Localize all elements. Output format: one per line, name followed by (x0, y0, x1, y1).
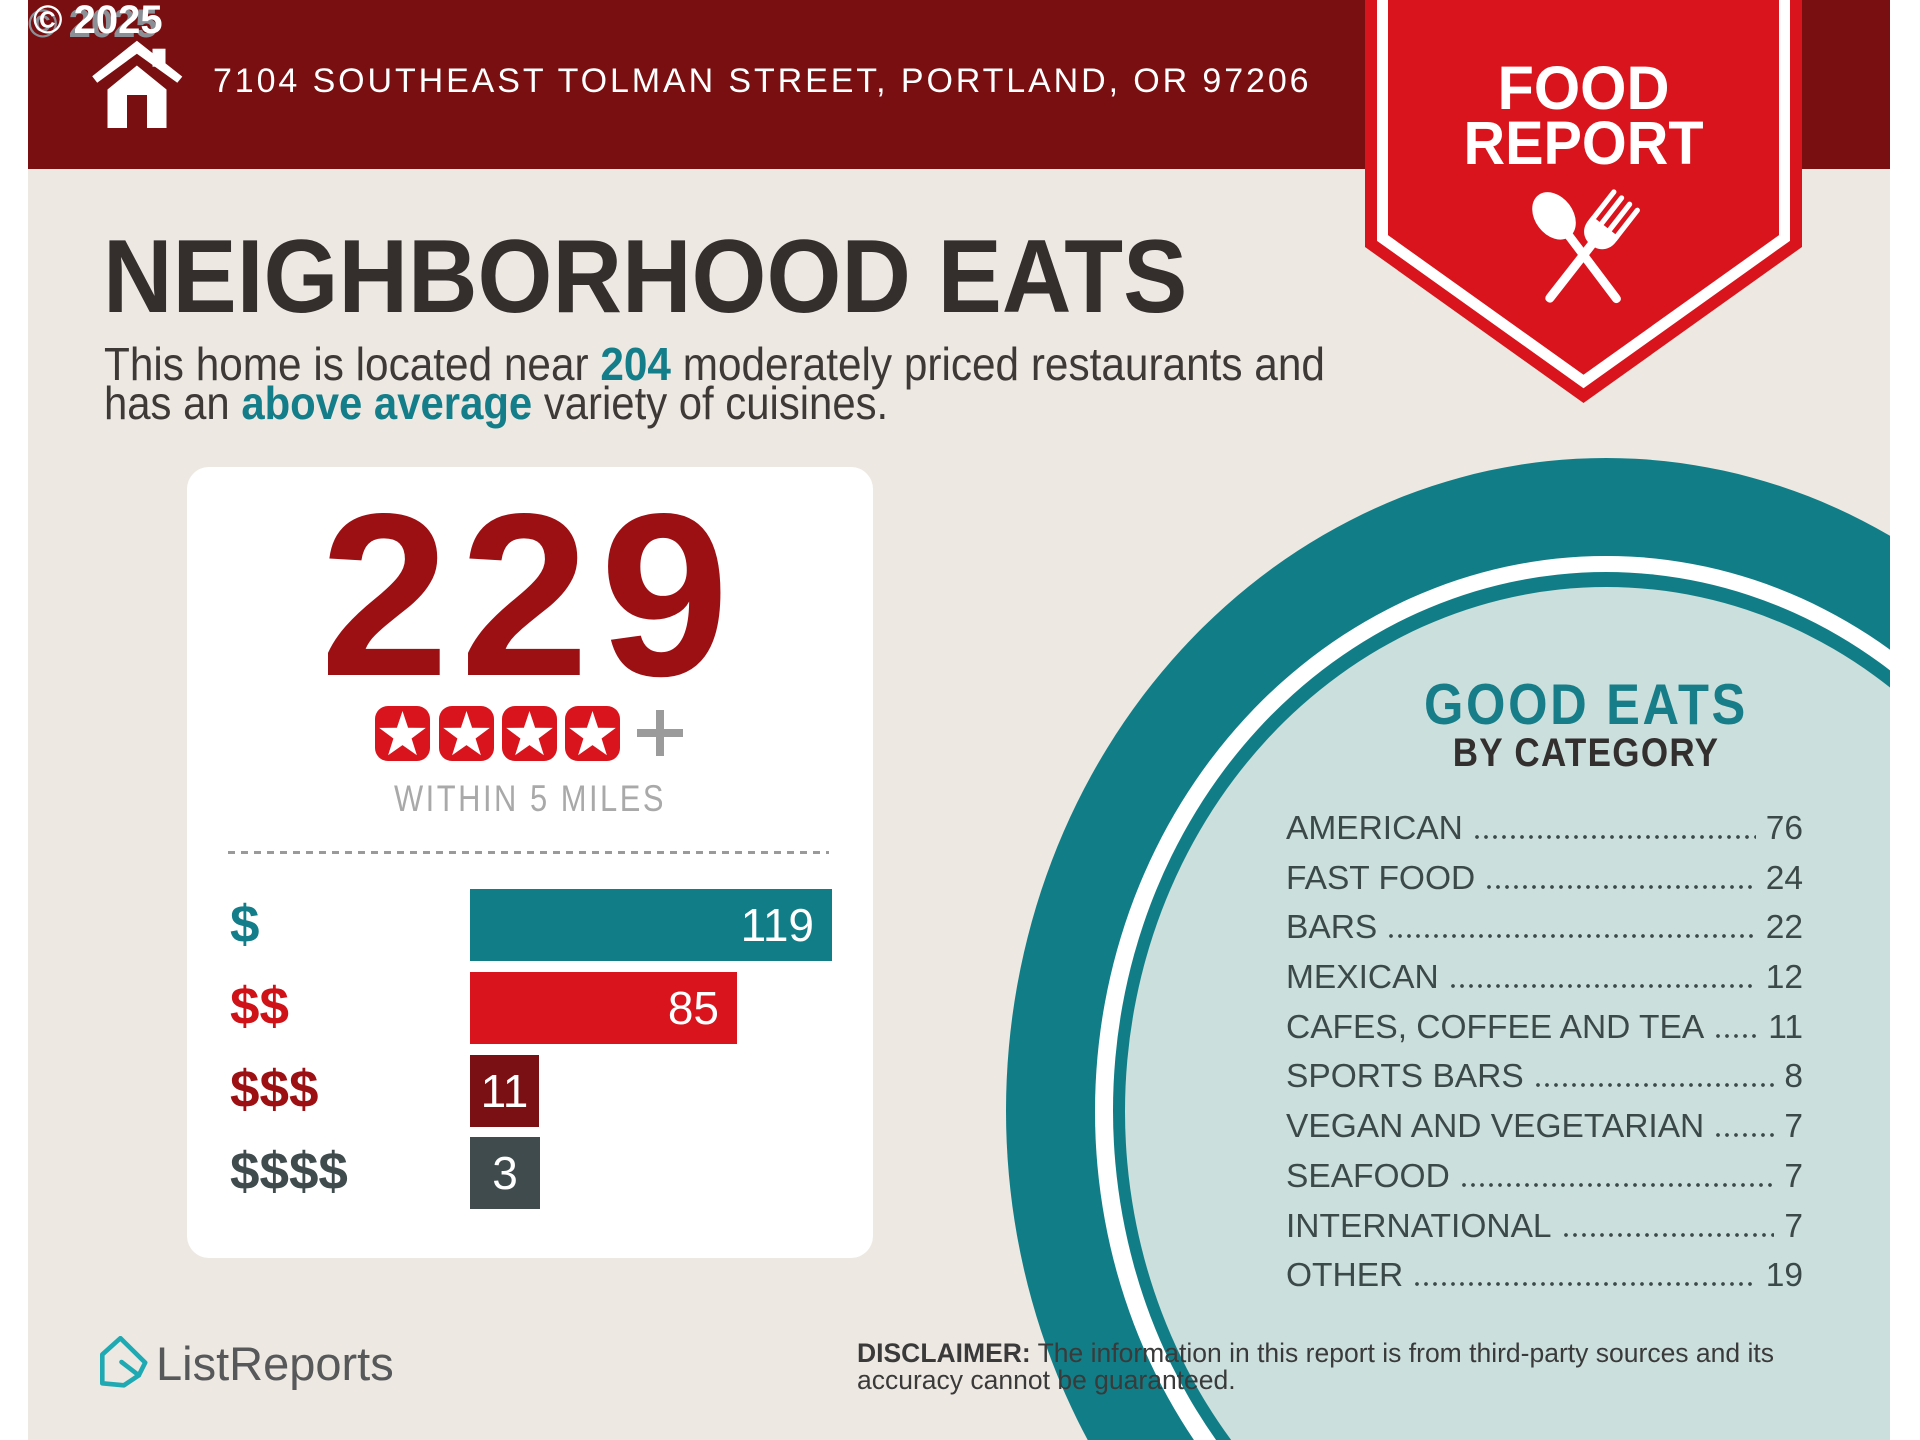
svg-text:REPORT: REPORT (1464, 109, 1704, 177)
svg-text:FOOD: FOOD (1498, 54, 1670, 122)
